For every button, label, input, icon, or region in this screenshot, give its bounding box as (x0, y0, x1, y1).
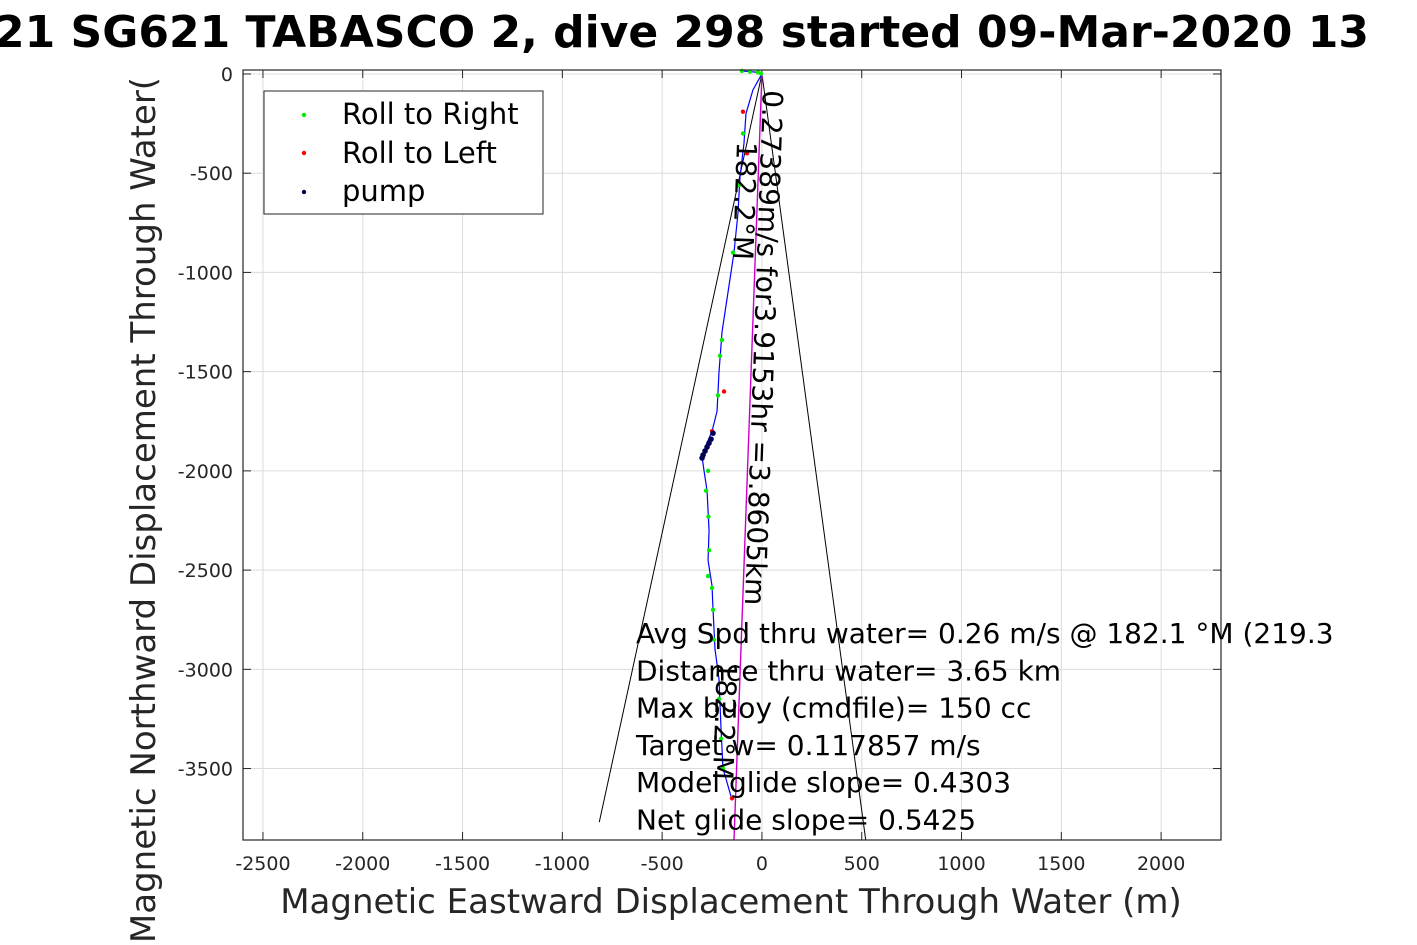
pump-point (710, 430, 716, 436)
roll-right-point (703, 488, 709, 493)
y-tick-label: -1500 (178, 362, 233, 384)
x-tick-label: 0 (756, 853, 768, 875)
track-annotation: 182.2°M (726, 141, 763, 260)
y-tick-label: -500 (190, 163, 233, 185)
stats-line: Avg Spd thru water= 0.26 m/s @ 182.1 °M … (636, 617, 1334, 650)
legend-marker-roll-right (301, 112, 307, 118)
roll-right-point (716, 696, 722, 702)
stats-line: Distance thru water= 3.65 km (636, 654, 1061, 687)
roll-right-point (710, 607, 716, 612)
roll-left-point (744, 151, 750, 156)
legend: Roll to Right Roll to Left pump (263, 90, 544, 215)
stats-line: Model glide slope= 0.4303 (636, 766, 1011, 799)
roll-right-point (717, 353, 723, 358)
stats-line: Target w= 0.117857 m/s (635, 729, 981, 762)
y-axis-label: Magnetic Northward Displacement Through … (124, 77, 164, 943)
y-tick-label: 0 (221, 64, 233, 86)
legend-marker-pump (301, 189, 307, 195)
roll-left-point (729, 796, 735, 801)
roll-right-point (706, 548, 712, 553)
roll-right-point (719, 337, 725, 343)
y-axis-ticks: 0 -500 -1000 -1500 -2000 -2500 -3000 -3500 (178, 64, 1221, 781)
stats-line: Net glide slope= 0.5425 (636, 804, 976, 837)
y-tick-label: -3500 (178, 759, 233, 781)
cone-line (761, 73, 867, 841)
x-tick-label: 1500 (1037, 853, 1085, 875)
roll-right-point (715, 393, 721, 398)
x-tick-label: 2000 (1137, 853, 1185, 875)
x-axis-ticks: -2500 -2000 -1500 -1000 -500 0 500 1000 1500 2000 (235, 70, 1185, 875)
legend-label-roll-right: Roll to Right (342, 97, 519, 131)
roll-right-point (758, 71, 764, 76)
roll-right-point (709, 585, 715, 591)
legend-label-pump: pump (342, 174, 425, 208)
roll-right-point (718, 736, 724, 741)
heading-line (733, 73, 763, 841)
x-tick-label: -1500 (435, 853, 490, 875)
x-axis-label: Magnetic Eastward Displacement Through W… (280, 882, 1182, 922)
y-tick-label: -2000 (178, 461, 233, 483)
legend-label-roll-left: Roll to Left (342, 136, 497, 170)
track-annotation: 182.2°M (706, 661, 743, 780)
plot-frame (242, 69, 1222, 841)
y-tick-label: -2500 (178, 560, 233, 582)
roll-left-point (740, 109, 746, 114)
chart-title: 21 SG621 TABASCO 2, dive 298 started 09-… (0, 7, 1369, 58)
x-tick-label: 500 (844, 853, 880, 875)
roll-left-point (721, 389, 727, 394)
legend-marker-roll-left (301, 150, 307, 156)
roll-right-point (711, 637, 717, 642)
roll-right-point (705, 573, 711, 579)
roll-right-point (730, 250, 736, 255)
x-tick-label: 1000 (937, 853, 985, 875)
roll-right-point (705, 468, 711, 474)
roll-right-point (706, 514, 711, 519)
x-tick-label: -2000 (335, 853, 390, 875)
x-tick-label: -1000 (535, 853, 590, 875)
x-tick-label: -500 (641, 853, 684, 875)
track-line (701, 70, 763, 797)
y-tick-label: -1000 (178, 262, 233, 284)
roll-right-point (720, 766, 726, 771)
stats-line: Max buoy (cmdfile)= 150 cc (636, 692, 1031, 725)
dive-stats-text: Avg Spd thru water= 0.26 m/s @ 182.1 °M … (635, 617, 1334, 837)
roll-right-point (740, 131, 746, 136)
data-marks (598, 68, 867, 841)
cone-line (598, 73, 763, 823)
x-tick-label: -2500 (235, 853, 290, 875)
pump-point (699, 455, 705, 461)
legend-box (263, 90, 544, 215)
y-tick-label: -3000 (178, 659, 233, 681)
roll-right-point (736, 182, 742, 188)
